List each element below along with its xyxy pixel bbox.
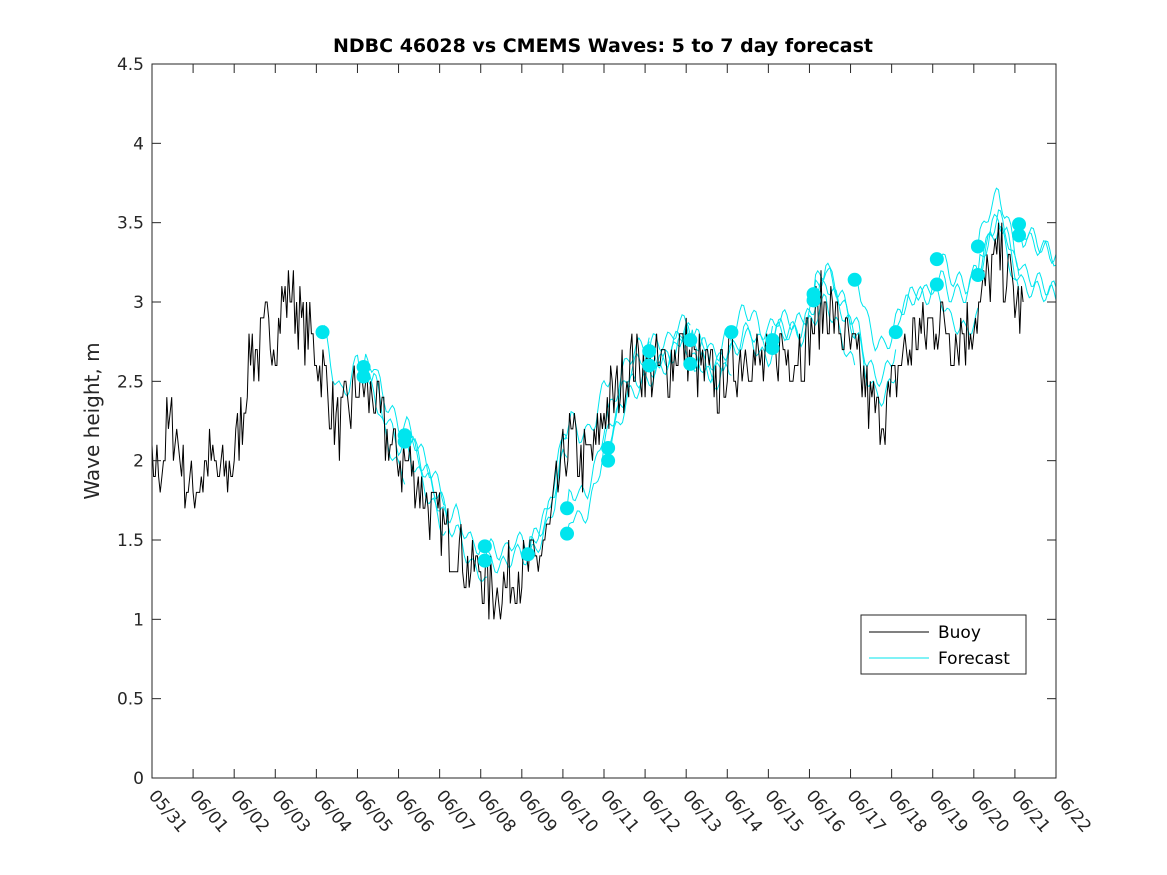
legend-forecast-label: Forecast	[938, 649, 1010, 669]
forecast-line	[1018, 218, 1057, 267]
forecast-marker	[356, 369, 371, 384]
legend: Buoy Forecast	[860, 614, 1027, 675]
y-tick-label: 1	[133, 610, 144, 630]
forecast-line	[813, 266, 897, 408]
legend-buoy-label: Buoy	[938, 623, 981, 643]
forecast-marker	[1012, 228, 1027, 243]
forecast-marker	[520, 547, 535, 562]
forecast-marker	[397, 434, 412, 449]
forecast-marker	[724, 325, 739, 340]
forecast-line	[566, 341, 650, 534]
forecast-marker	[970, 268, 985, 283]
forecast-line	[977, 213, 1057, 303]
forecast-marker	[477, 539, 492, 554]
y-tick-label: 2	[133, 452, 144, 472]
forecast-line	[484, 448, 568, 574]
forecast-marker	[560, 526, 575, 541]
forecast-line	[607, 321, 691, 461]
forecast-marker	[601, 453, 616, 468]
y-tick-label: 4.5	[117, 55, 144, 75]
y-axis-label: Wave height, m	[80, 342, 104, 499]
y-tick-label: 0	[133, 769, 144, 789]
chart-title: NDBC 46028 vs CMEMS Waves: 5 to 7 day fo…	[333, 35, 873, 57]
forecast-line	[689, 321, 773, 384]
forecast-marker	[477, 553, 492, 568]
forecast-line	[854, 274, 938, 352]
forecast-marker	[888, 325, 903, 340]
forecast-line	[977, 187, 1057, 296]
forecast-marker	[642, 344, 657, 359]
forecast-marker	[315, 325, 330, 340]
y-tick-label: 0.5	[117, 690, 144, 710]
forecast-marker	[683, 333, 698, 348]
forecast-line	[731, 291, 815, 341]
buoy-line	[151, 222, 1024, 620]
forecast-marker	[806, 293, 821, 308]
forecast-line	[772, 278, 856, 349]
forecast-marker	[847, 272, 862, 287]
forecast-marker	[765, 341, 780, 356]
forecast-line	[1018, 232, 1057, 265]
legend-box	[860, 614, 1027, 675]
forecast-marker	[970, 239, 985, 254]
forecast-marker	[601, 440, 616, 455]
y-tick-label: 3.5	[117, 214, 144, 234]
forecast-marker	[929, 252, 944, 267]
y-tick-label: 1.5	[117, 531, 144, 551]
forecast-marker	[683, 356, 698, 371]
forecast-line	[404, 435, 488, 556]
y-tick-label: 2.5	[117, 372, 144, 392]
y-tick-label: 3	[133, 293, 144, 313]
forecast-line	[813, 262, 897, 388]
y-tick-label: 4	[133, 134, 144, 154]
forecast-marker	[642, 358, 657, 373]
forecast-marker	[560, 501, 575, 516]
plot-data	[151, 187, 1057, 620]
forecast-line	[363, 353, 446, 506]
forecast-marker	[929, 277, 944, 292]
